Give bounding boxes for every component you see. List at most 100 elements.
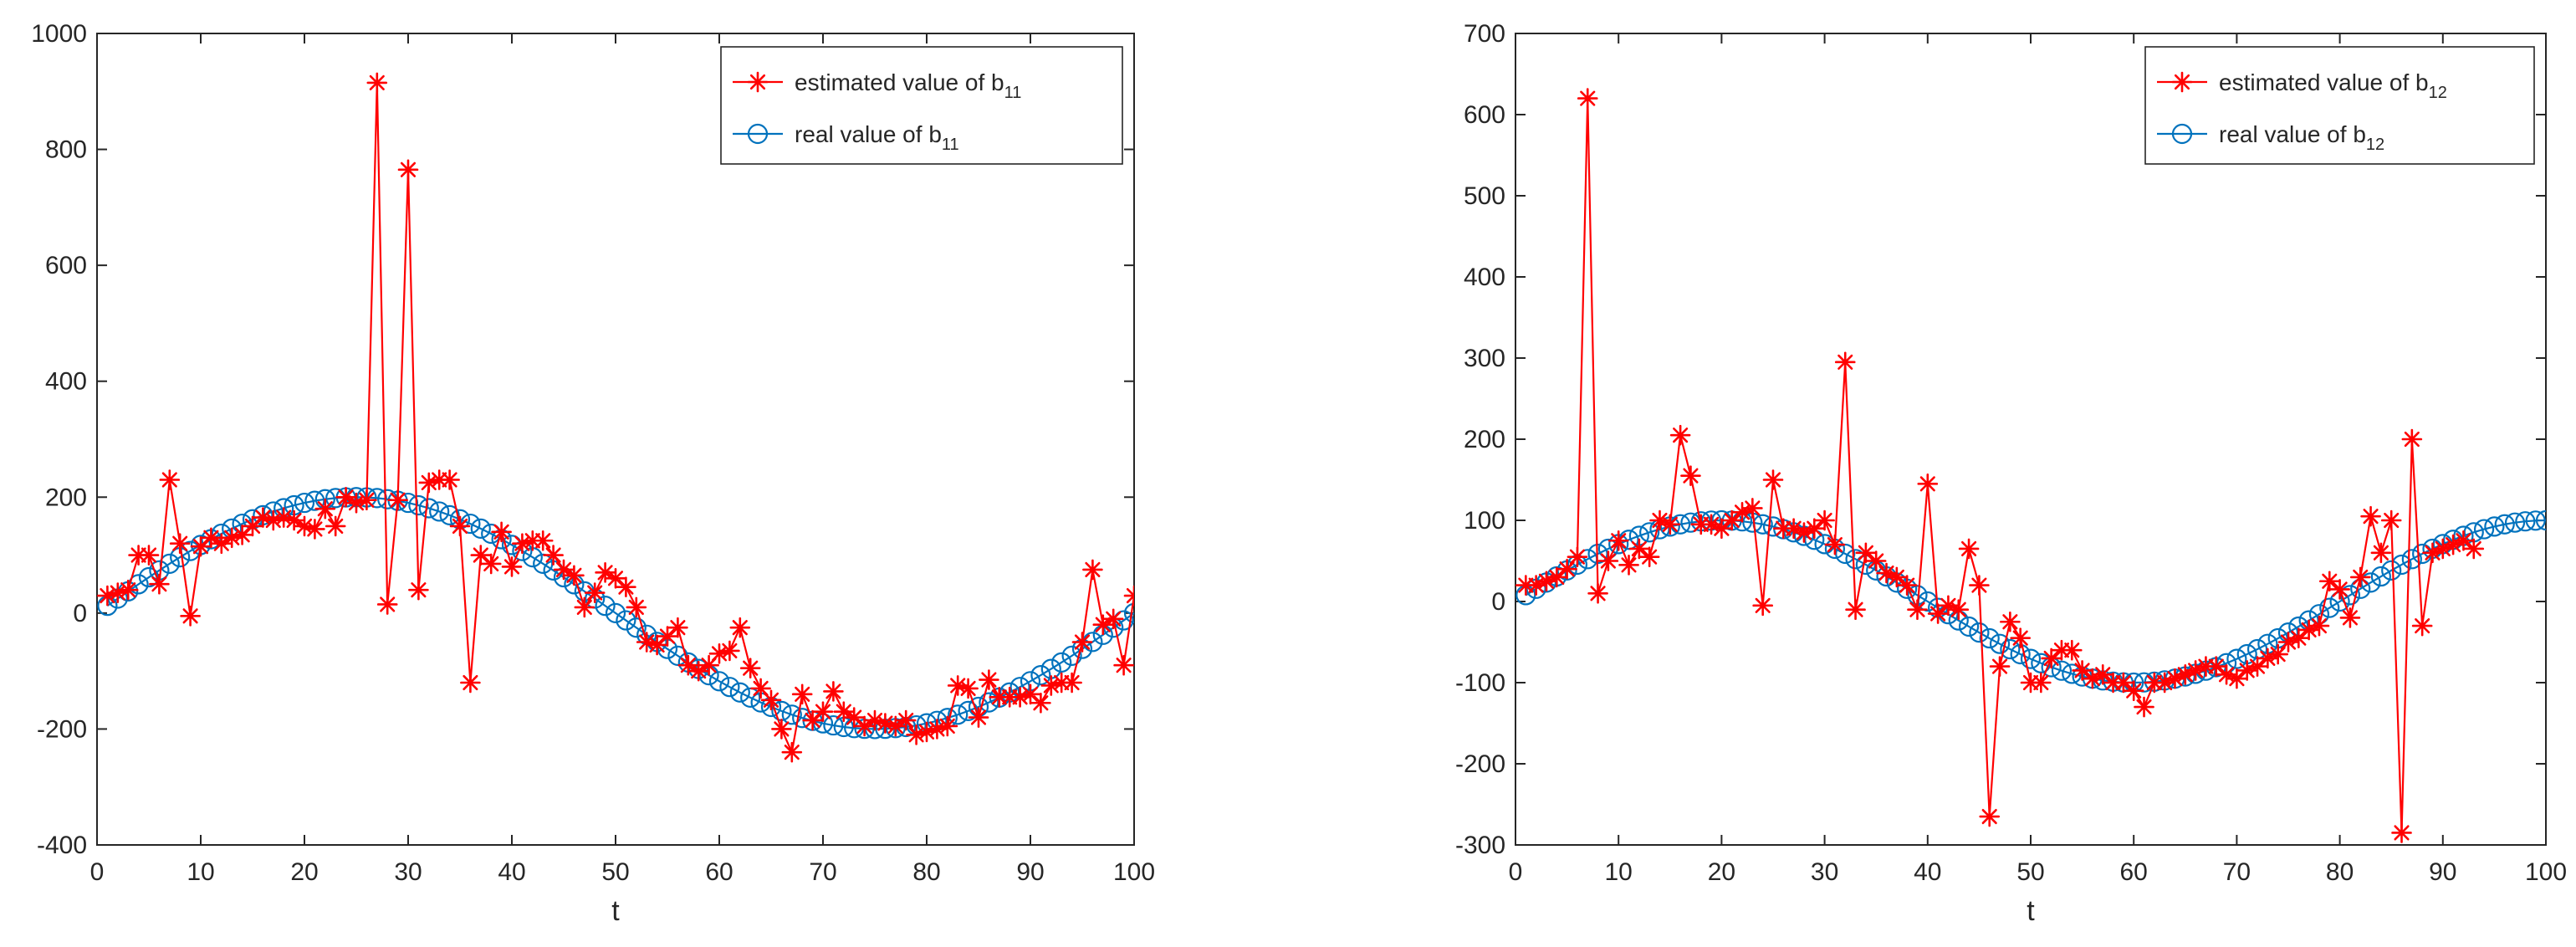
x-tick-label: 40 bbox=[1914, 858, 1941, 886]
estimated-point-68 bbox=[802, 709, 823, 731]
legend-label-main: real value of b bbox=[2219, 121, 2366, 147]
estimated-point-37 bbox=[480, 553, 502, 575]
real-point-36 bbox=[470, 518, 491, 539]
asterisk-stroke bbox=[2332, 581, 2348, 597]
asterisk-stroke bbox=[390, 492, 406, 508]
real-point-42 bbox=[533, 553, 554, 574]
estimated-point-95 bbox=[1082, 559, 1103, 581]
asterisk-stroke bbox=[1549, 569, 1565, 585]
asterisk-stroke bbox=[380, 596, 396, 612]
asterisk-stroke bbox=[1858, 545, 1873, 561]
asterisk-stroke bbox=[815, 704, 831, 719]
estimated-point-12 bbox=[1638, 546, 1660, 567]
real-point-62 bbox=[740, 687, 761, 708]
estimated-point-21 bbox=[314, 498, 336, 520]
estimated-point-42 bbox=[1948, 599, 1970, 621]
real-point-83 bbox=[2370, 566, 2391, 587]
asterisk-stroke bbox=[1085, 561, 1101, 577]
legend-label-subscript: 12 bbox=[2366, 136, 2384, 154]
asterisk-stroke bbox=[1621, 557, 1637, 573]
asterisk-stroke bbox=[2064, 642, 2080, 658]
asterisk-stroke bbox=[2208, 658, 2224, 674]
asterisk-stroke bbox=[182, 608, 198, 624]
asterisk-stroke bbox=[618, 579, 634, 595]
asterisk-stroke bbox=[493, 524, 509, 540]
asterisk-stroke bbox=[2353, 569, 2369, 585]
estimated-point-79 bbox=[2329, 579, 2350, 600]
estimated-point-77 bbox=[895, 709, 917, 731]
estimated-point-44 bbox=[1969, 575, 1990, 596]
estimated-point-66 bbox=[781, 741, 803, 763]
asterisk-stroke bbox=[1126, 587, 1134, 597]
estimated-point-4 bbox=[1556, 558, 1577, 580]
estimated-point-76 bbox=[885, 715, 907, 737]
asterisk-stroke bbox=[607, 571, 624, 586]
asterisk-stroke bbox=[1518, 577, 1534, 593]
asterisk-stroke bbox=[970, 709, 987, 725]
estimated-point-12 bbox=[221, 527, 243, 549]
asterisk-stroke bbox=[1919, 476, 1935, 492]
asterisk-stroke bbox=[846, 709, 862, 725]
estimated-point-43 bbox=[543, 545, 564, 566]
real-point-46 bbox=[1989, 633, 2011, 654]
estimated-point-96 bbox=[1092, 614, 1114, 636]
asterisk-stroke bbox=[1631, 540, 1647, 557]
asterisk-stroke bbox=[1559, 561, 1575, 577]
x-tick-label: 20 bbox=[290, 858, 318, 886]
real-point-78 bbox=[2319, 597, 2340, 618]
asterisk-stroke bbox=[1878, 565, 1894, 581]
asterisk-stroke bbox=[2229, 671, 2245, 687]
asterisk-stroke bbox=[328, 518, 344, 535]
y-tick-label: 500 bbox=[1464, 182, 1505, 210]
real-point-84 bbox=[2381, 560, 2402, 581]
estimated-point-34 bbox=[1865, 550, 1887, 571]
asterisk-stroke bbox=[825, 683, 841, 699]
estimated-point-56 bbox=[2092, 663, 2113, 685]
estimated-point-71 bbox=[833, 701, 855, 722]
asterisk-stroke bbox=[338, 489, 354, 505]
estimated-point-45 bbox=[1979, 806, 2001, 827]
real-point-43 bbox=[1958, 616, 1980, 637]
asterisk-stroke bbox=[898, 712, 914, 729]
asterisk-stroke bbox=[1714, 520, 1730, 536]
legend-label-subscript: 11 bbox=[1004, 84, 1022, 102]
real-point-45 bbox=[1979, 627, 2000, 649]
asterisk-stroke bbox=[836, 704, 851, 719]
asterisk-stroke bbox=[1116, 658, 1132, 673]
estimated-point-46 bbox=[1989, 656, 2011, 677]
legend-label-subscript: 12 bbox=[2429, 84, 2447, 102]
asterisk-stroke bbox=[2249, 658, 2266, 674]
y-tick-label: -200 bbox=[1455, 750, 1505, 778]
real-point-44 bbox=[1969, 622, 1990, 643]
y-tick-label: 700 bbox=[1464, 20, 1505, 48]
real-series-line bbox=[106, 496, 1134, 730]
asterisk-stroke bbox=[234, 527, 250, 543]
real-point-49 bbox=[2020, 648, 2042, 669]
y-tick-label: 0 bbox=[1491, 588, 1505, 616]
estimated-point-30 bbox=[408, 579, 429, 601]
asterisk-stroke bbox=[2146, 674, 2162, 691]
asterisk-stroke bbox=[1106, 611, 1122, 627]
estimated-point-97 bbox=[1102, 608, 1124, 630]
asterisk-stroke bbox=[1889, 569, 1904, 585]
x-tick-label: 60 bbox=[705, 858, 733, 886]
legend-label-real: real value of b11 bbox=[795, 121, 959, 154]
estimated-point-14 bbox=[1659, 514, 1681, 535]
asterisk-stroke bbox=[2404, 431, 2420, 448]
legend-label-main: estimated value of b bbox=[2219, 69, 2429, 95]
asterisk-stroke bbox=[192, 539, 209, 555]
estimated-point-8 bbox=[1597, 550, 1619, 571]
estimated-point-2 bbox=[117, 579, 139, 601]
legend-marker-estimated-0 bbox=[747, 71, 769, 93]
asterisk-stroke bbox=[2342, 610, 2358, 626]
estimated-point-81 bbox=[2349, 566, 2371, 588]
x-tick-label: 30 bbox=[394, 858, 422, 886]
asterisk-stroke bbox=[2219, 667, 2235, 683]
asterisk-stroke bbox=[1745, 500, 1761, 516]
asterisk-stroke bbox=[172, 535, 188, 551]
asterisk-stroke bbox=[1817, 512, 1832, 529]
estimated-point-28 bbox=[387, 489, 408, 511]
x-tick-label: 30 bbox=[1811, 858, 1838, 886]
real-point-60 bbox=[719, 677, 740, 698]
asterisk-stroke bbox=[711, 646, 728, 662]
